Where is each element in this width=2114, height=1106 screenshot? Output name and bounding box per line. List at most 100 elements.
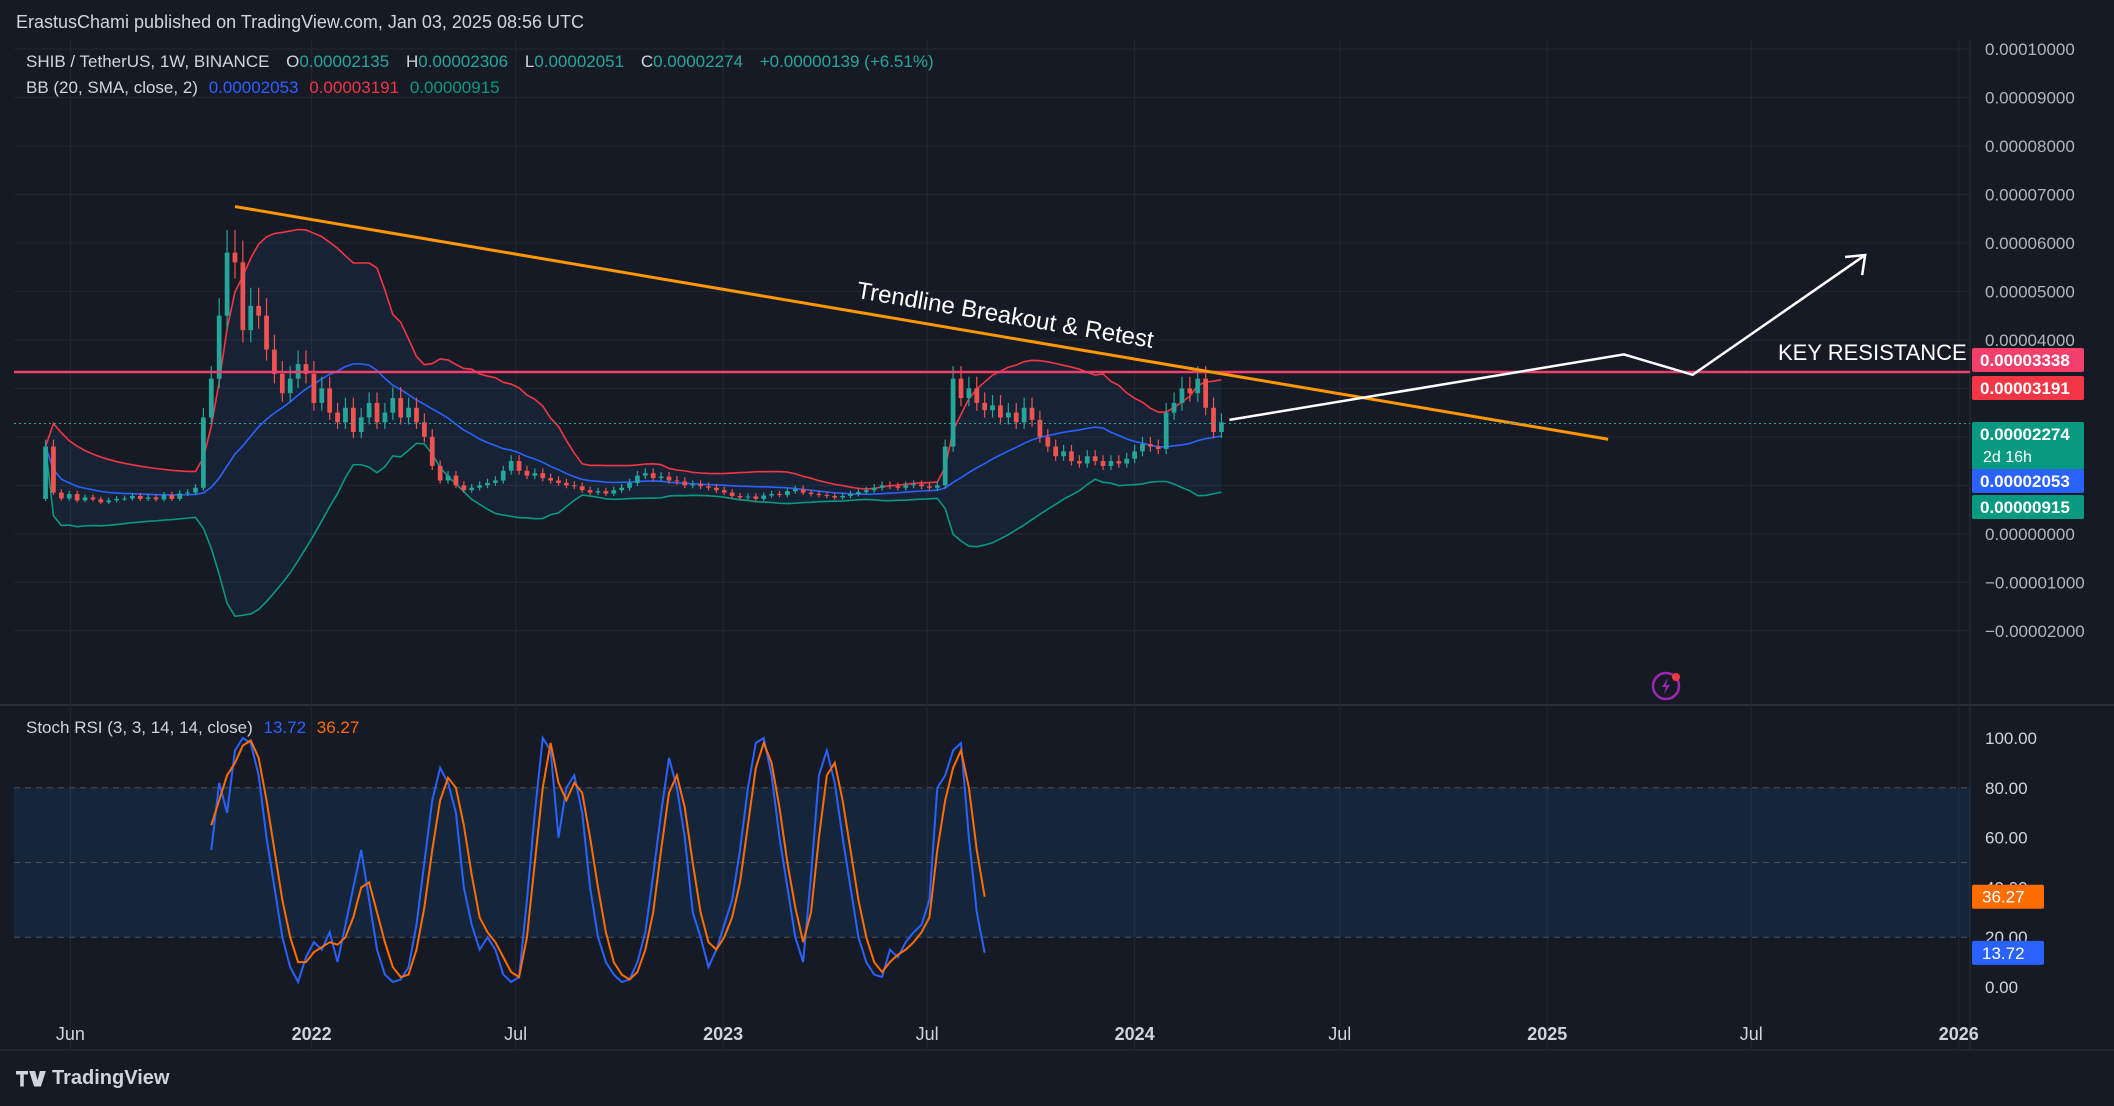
symbol-label[interactable]: SHIB / TetherUS, 1W, BINANCE [26, 52, 270, 71]
candle-body [493, 480, 498, 483]
price-scale-label: 0.00002274 [1980, 425, 2070, 444]
candle-body [516, 461, 522, 471]
candle-body [240, 262, 246, 331]
price-tick-label: 0.00008000 [1985, 137, 2075, 156]
tradingview-logo-icon [16, 1071, 46, 1087]
candle-body [785, 491, 790, 496]
stoch-legend: Stoch RSI (3, 3, 14, 14, close) 13.72 36… [26, 718, 365, 738]
bb-basis-value: 0.00002053 [208, 78, 299, 97]
candle-body [193, 487, 198, 493]
candle-body [548, 478, 553, 481]
price-scale-label-bg [1972, 422, 2084, 470]
candle-body [524, 470, 530, 476]
price-tick-label: 0.00010000 [1985, 40, 2075, 59]
stoch-d-line [210, 739, 986, 981]
candle-body [264, 315, 269, 350]
stoch-tick-label: 0.00 [1985, 978, 2018, 997]
stoch-label[interactable]: Stoch RSI (3, 3, 14, 14, close) [26, 718, 253, 737]
candle-body [1195, 378, 1201, 394]
candle-body [611, 490, 617, 494]
candle-body [990, 405, 995, 411]
candle-body [824, 495, 830, 497]
candle-body [406, 407, 411, 418]
candle-body [879, 485, 885, 488]
candle-body [1171, 402, 1177, 413]
candle-body [966, 388, 972, 399]
stoch-tick-label: 60.00 [1985, 829, 2028, 848]
candle-body [1021, 407, 1027, 423]
price-scale-label: 0.00003191 [1980, 379, 2070, 398]
candle-body [1100, 461, 1106, 466]
candle-body [871, 487, 877, 491]
candle-body [311, 373, 317, 403]
candle-body [58, 492, 64, 499]
candle-body [485, 482, 490, 486]
open-label: O [286, 52, 300, 71]
candle-body [564, 482, 569, 486]
candle-body [690, 484, 696, 486]
candle-body [374, 402, 380, 423]
candle-body [1005, 412, 1011, 418]
time-tick-label: Jul [916, 1024, 939, 1044]
candle-body [461, 485, 467, 491]
candle-body [1163, 412, 1169, 449]
candle-body [1029, 407, 1035, 420]
candle-body [927, 486, 932, 488]
candle-body [256, 305, 262, 316]
flash-bolt-icon [1662, 678, 1670, 694]
candle-body [398, 398, 404, 418]
candle-body [603, 491, 609, 494]
candle-body [1084, 456, 1090, 464]
tradingview-brand[interactable]: TradingView [16, 1067, 169, 1090]
time-tick-label: Jul [1328, 1024, 1351, 1044]
time-tick-label: 2025 [1527, 1024, 1567, 1044]
candle-body [848, 494, 853, 496]
candle-body [666, 476, 672, 481]
bb-lower-value: 0.00000915 [409, 78, 500, 97]
candle-body [792, 489, 798, 492]
publish-info: ErastusChami published on TradingView.co… [16, 12, 584, 32]
price-tick-label: 0.00004000 [1985, 331, 2075, 350]
candle-body [982, 402, 988, 411]
candle-body [713, 487, 719, 491]
candle-body [911, 484, 917, 486]
candle-body [1092, 456, 1098, 462]
candle-body [540, 473, 546, 479]
candle-body [532, 473, 538, 476]
candle-body [1132, 451, 1137, 459]
candle-body [887, 485, 893, 487]
candle-body [366, 402, 372, 418]
candle-body [469, 487, 475, 491]
candle-body [1155, 446, 1161, 449]
candle-body [958, 378, 964, 399]
price-tick-label: 0.00005000 [1985, 282, 2075, 301]
candle-body [800, 489, 806, 493]
candle-body [508, 461, 514, 471]
change-value: +0.00000139 (+6.51%) [759, 52, 934, 71]
candle-body [587, 490, 593, 493]
price-scale-label-bg [1972, 495, 2084, 519]
candle-body [642, 473, 648, 476]
candle-body [816, 494, 822, 496]
candle-body [414, 407, 419, 423]
candle-body [942, 446, 948, 486]
candle-body [90, 497, 96, 500]
price-scale-label: 0.00003338 [1980, 351, 2070, 370]
candle-body [919, 484, 924, 487]
price-legend: SHIB / TetherUS, 1W, BINANCE O0.00002135… [26, 52, 940, 72]
candle-body [1211, 407, 1216, 432]
candle-body [169, 495, 175, 499]
candle-body [122, 498, 127, 500]
candle-body [303, 364, 309, 374]
stoch-d-scale-bg [1972, 884, 2044, 909]
key-resistance-label: KEY RESISTANCE [1778, 340, 1967, 365]
time-tick-label: Jul [504, 1024, 527, 1044]
candle-body [895, 486, 901, 488]
candle-body [650, 473, 656, 479]
candle-body [1077, 461, 1082, 464]
price-scale-label-bg [1972, 469, 2084, 493]
candle-body [1179, 388, 1185, 403]
time-tick-label: Jul [1740, 1024, 1763, 1044]
bb-label[interactable]: BB (20, SMA, close, 2) [26, 78, 198, 97]
